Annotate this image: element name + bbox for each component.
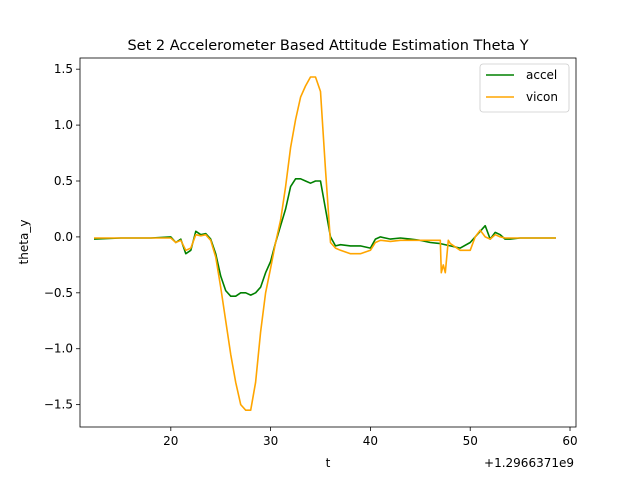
- x-tick-label: 50: [463, 434, 478, 448]
- plot-frame: [79, 57, 577, 428]
- legend-label-accel: accel: [526, 68, 557, 82]
- y-tick-label: 0.0: [54, 230, 73, 244]
- y-tick-label: −1.0: [44, 342, 73, 356]
- y-tick-label: 1.5: [54, 62, 73, 76]
- y-axis-label: theta_y: [17, 220, 31, 265]
- y-tick-label: 1.0: [54, 118, 73, 132]
- legend-box: [479, 63, 570, 113]
- y-tick-label: −0.5: [44, 286, 73, 300]
- x-tick-label: 60: [562, 434, 577, 448]
- x-offset-label: +1.2966371e9: [484, 456, 574, 470]
- x-tick-label: 30: [263, 434, 278, 448]
- y-tick-label: 0.5: [54, 174, 73, 188]
- x-axis: 20 30 40 50 60: [163, 427, 578, 448]
- legend-label-vicon: vicon: [526, 90, 558, 104]
- x-axis-label: t: [326, 456, 331, 470]
- y-tick-label: −1.5: [44, 398, 73, 412]
- plot-lines: [93, 76, 556, 412]
- x-tick-label: 40: [363, 434, 378, 448]
- legend: accel vicon: [479, 63, 570, 113]
- x-tick-label: 20: [163, 434, 178, 448]
- series-line-vicon: [94, 76, 556, 412]
- y-axis: −1.5 −1.0 −0.5 0.0 0.5 1.0 1.5: [44, 62, 80, 412]
- chart-title: Set 2 Accelerometer Based Attitude Estim…: [127, 38, 528, 54]
